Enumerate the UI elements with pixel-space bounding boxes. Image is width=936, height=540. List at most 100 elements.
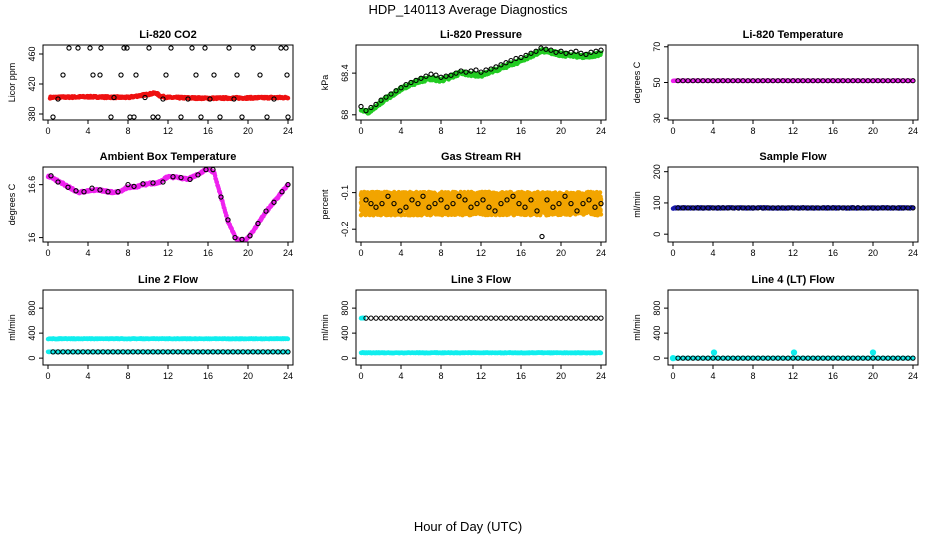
data-point [142, 94, 148, 101]
data-point [239, 114, 245, 120]
x-tick-label: 12 [788, 126, 798, 136]
data-point [271, 199, 277, 205]
data-point [368, 104, 374, 111]
data-point [285, 95, 291, 101]
data-point [750, 78, 756, 84]
data-point [534, 208, 540, 214]
x-tick-label: 12 [163, 248, 173, 258]
data-point [393, 88, 399, 94]
data-point [433, 72, 439, 78]
data-point [428, 71, 434, 77]
data-point [278, 45, 284, 51]
data-point [795, 78, 801, 84]
x-tick-label: 16 [516, 126, 526, 136]
data-point [910, 78, 916, 84]
y-tick-label: 70 [652, 42, 662, 52]
data-point [578, 50, 584, 56]
data-point [480, 197, 486, 203]
data-point [597, 190, 603, 195]
figure-xlabel: Hour of Day (UTC) [414, 519, 522, 534]
data-point [486, 204, 492, 210]
series-pressure-average [358, 45, 604, 114]
data-point [438, 74, 444, 80]
data-point [478, 69, 484, 75]
data-point [492, 208, 498, 214]
x-tick-label: 4 [85, 126, 90, 136]
data-point [690, 78, 696, 84]
data-point [765, 78, 771, 84]
data-point [598, 212, 604, 217]
data-point [55, 179, 61, 185]
y-tick-label: 68 [340, 110, 350, 120]
y-tick-label: 68.4 [340, 64, 350, 82]
data-point [685, 78, 691, 84]
data-point [705, 78, 711, 84]
data-point [588, 49, 594, 55]
data-point [124, 45, 130, 51]
data-point [118, 72, 124, 78]
x-tick-label: 24 [283, 248, 293, 258]
data-point [398, 85, 404, 91]
data-point [598, 47, 604, 53]
data-point [65, 184, 71, 190]
data-point [257, 72, 263, 78]
data-point [474, 200, 480, 207]
data-point [131, 183, 137, 190]
data-point [845, 78, 851, 84]
data-point [725, 78, 731, 84]
data-point [105, 189, 111, 195]
data-point [155, 114, 161, 120]
data-point [468, 68, 474, 74]
data-point [865, 78, 871, 84]
y-tick-label: 50 [652, 77, 662, 87]
data-point [388, 91, 394, 97]
data-point [533, 48, 539, 54]
data-point [504, 197, 510, 203]
data-point [232, 234, 238, 241]
data-point [543, 46, 549, 52]
data-point [226, 45, 232, 51]
x-tick-label: 24 [596, 126, 606, 136]
data-point [150, 114, 156, 120]
data-point [740, 78, 746, 84]
data-point [115, 189, 121, 195]
data-point [473, 67, 479, 73]
series-co2-average [50, 45, 291, 120]
data-point [55, 96, 61, 102]
figure-title: HDP_140113 Average Diagnostics [369, 2, 568, 17]
data-point [358, 103, 364, 110]
data-point [195, 172, 201, 178]
data-point [378, 97, 384, 103]
x-tick-label: 4 [85, 248, 90, 258]
data-point [202, 45, 208, 51]
data-point [870, 78, 876, 84]
plot-area [358, 45, 604, 116]
data-point [97, 187, 103, 193]
y-tick-label: 30 [652, 113, 662, 123]
data-point [528, 50, 534, 56]
data-point [855, 78, 861, 84]
data-point [373, 101, 379, 108]
data-point [598, 196, 604, 202]
data-point [218, 194, 224, 200]
data-point [498, 200, 504, 207]
data-point [488, 66, 494, 72]
data-point [409, 197, 415, 203]
data-point [283, 45, 289, 51]
data-point [121, 45, 127, 51]
data-point [890, 78, 896, 84]
y-tick-label: 460 [27, 46, 37, 61]
data-point [168, 45, 174, 51]
data-point [790, 78, 796, 84]
series-temperature-average [675, 78, 916, 84]
data-point [185, 96, 191, 102]
series-co2-minute-data [47, 90, 291, 102]
data-point [111, 94, 117, 101]
x-tick-label: 0 [45, 248, 50, 258]
data-point [368, 200, 374, 207]
data-point [720, 78, 726, 84]
data-point [820, 78, 826, 84]
data-point [391, 200, 397, 207]
